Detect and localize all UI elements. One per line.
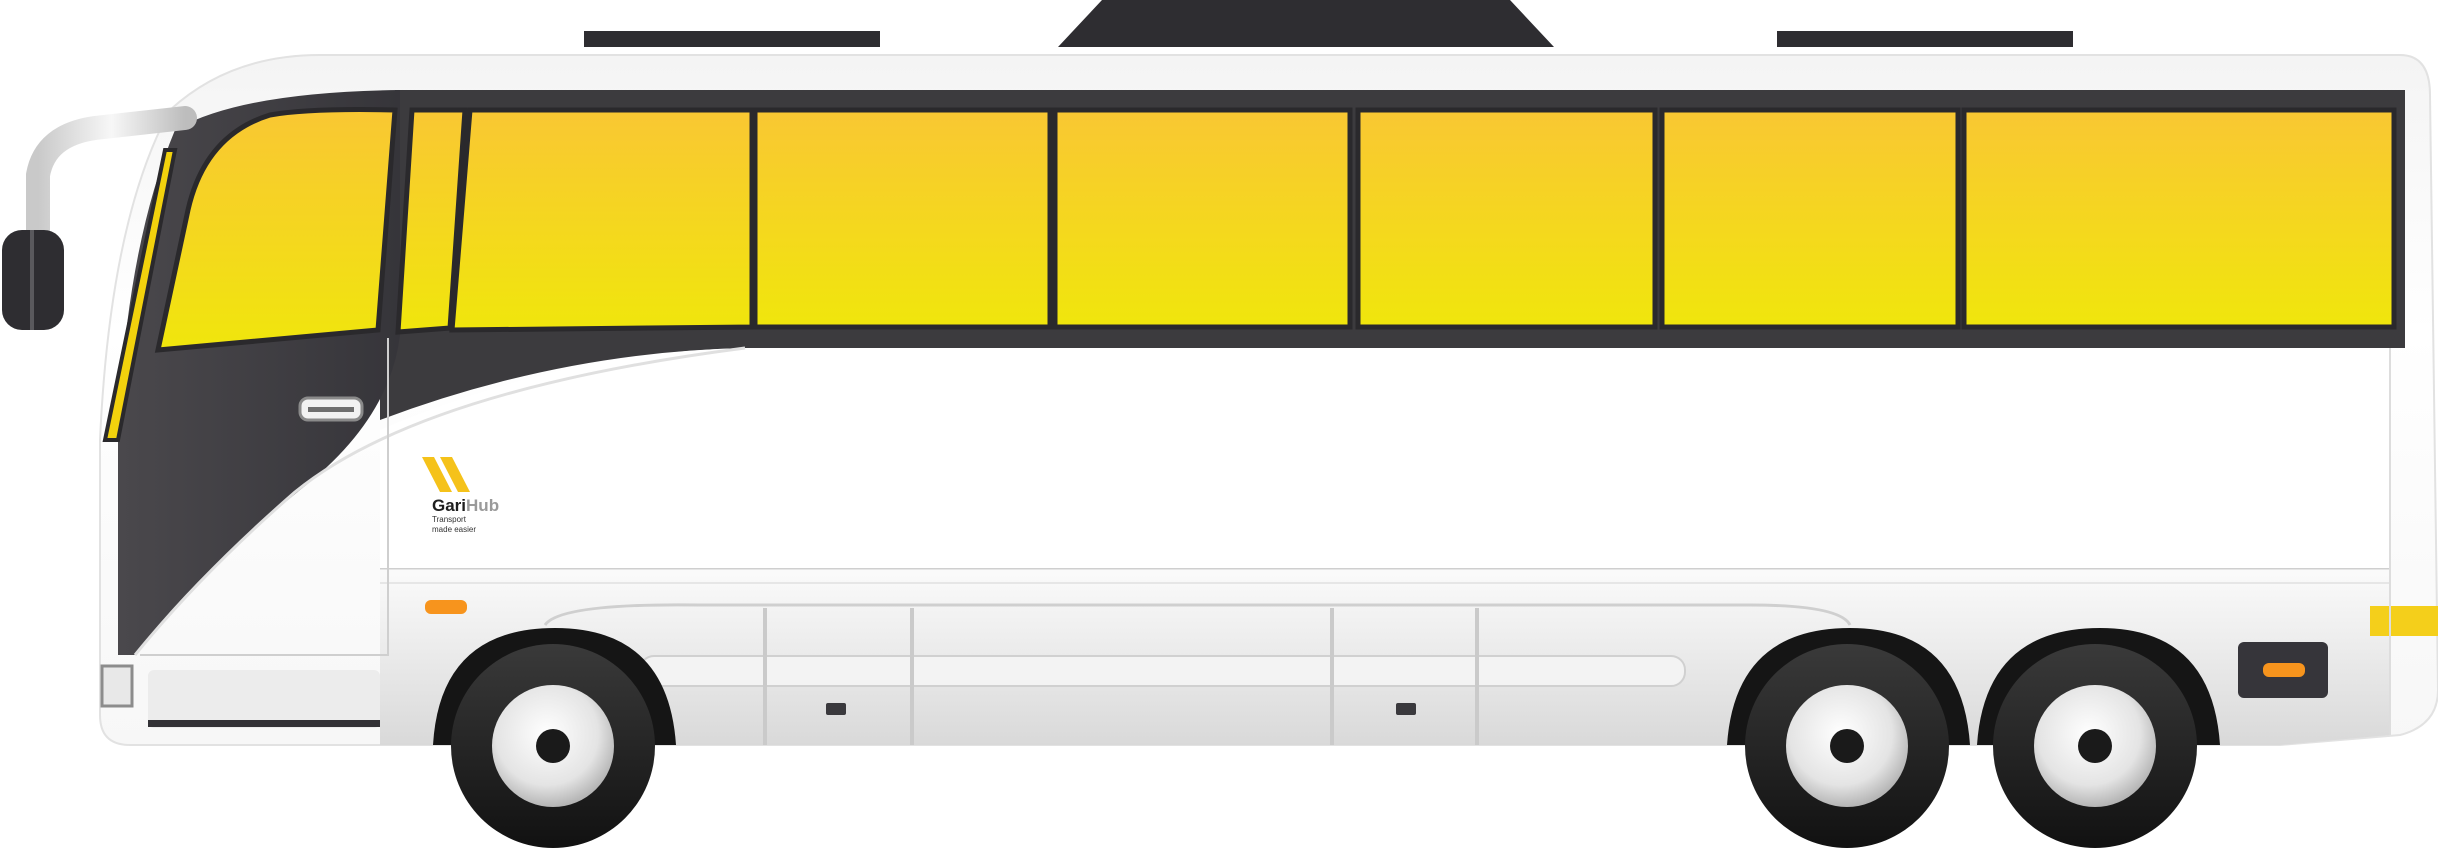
passenger-window-3 xyxy=(1055,110,1350,327)
front-bumper xyxy=(148,670,380,728)
passenger-window-1 xyxy=(452,110,752,330)
logo-tagline-line1: Transport xyxy=(432,515,467,524)
luggage-latch-2 xyxy=(1396,703,1416,715)
passenger-window-4 xyxy=(1358,110,1655,327)
roof-ac-unit xyxy=(1058,0,1554,47)
rear-wheel-2 xyxy=(1993,644,2197,848)
front-hub-cap xyxy=(536,729,570,763)
logo-name-gari: Gari xyxy=(432,496,466,515)
rear-side-light xyxy=(2370,606,2438,636)
front-fog-light xyxy=(102,666,132,706)
roof-vent-left xyxy=(584,31,880,47)
logo-name-hub: Hub xyxy=(466,496,499,515)
logo-wordmark: GariHub xyxy=(432,496,499,515)
front-side-indicator xyxy=(425,600,467,614)
passenger-window-2 xyxy=(755,110,1050,327)
passenger-windows xyxy=(452,110,2394,330)
front-wheel xyxy=(451,644,655,848)
passenger-window-5 xyxy=(1662,110,1958,327)
roof-units xyxy=(584,0,2073,47)
rear-wheel-1 xyxy=(1745,644,1949,848)
logo-tagline-line2: made easier xyxy=(432,525,476,534)
luggage-rail xyxy=(640,656,1685,686)
body-swoosh xyxy=(380,348,2390,568)
passenger-window-6 xyxy=(1964,110,2394,327)
luggage-latch-1 xyxy=(826,703,846,715)
rear-indicator xyxy=(2263,663,2305,677)
front-bumper-strip xyxy=(148,720,380,727)
door-handle-grip xyxy=(308,407,354,412)
rear-hub-cap-1 xyxy=(1830,729,1864,763)
rear-hub-cap-2 xyxy=(2078,729,2112,763)
roof-vent-right xyxy=(1777,31,2073,47)
mirror-head-highlight xyxy=(30,230,34,330)
